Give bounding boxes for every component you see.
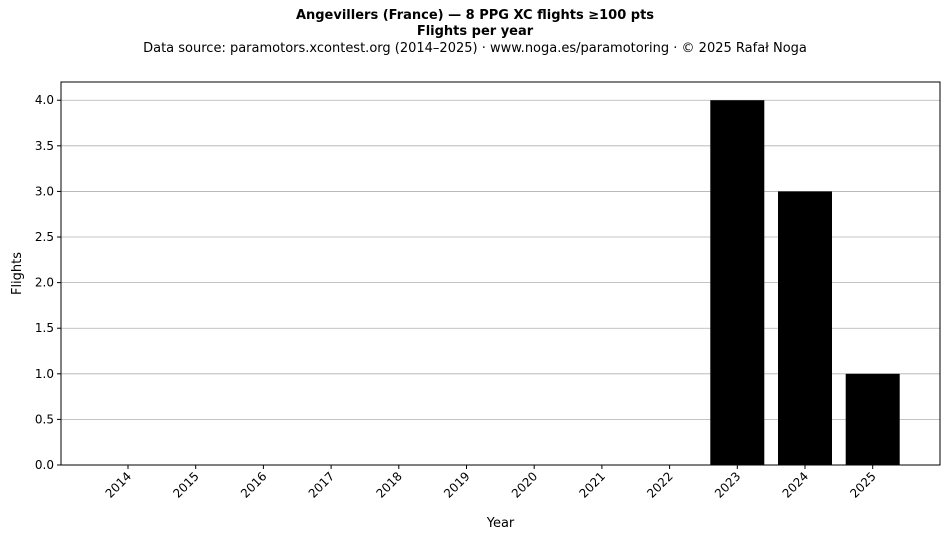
x-axis-label: Year	[486, 516, 515, 531]
bar-2025	[845, 373, 900, 465]
y-axis-label: Flights	[10, 252, 25, 295]
x-tick-label: 2017	[306, 469, 337, 500]
y-tick-label: 2.0	[35, 276, 54, 290]
bar-layer	[710, 100, 900, 465]
y-tick-label: 0.5	[35, 412, 54, 426]
x-tick-label: 2014	[103, 469, 134, 500]
y-tick-label: 1.5	[35, 321, 54, 335]
chart-title: Angevillers (France) — 8 PPG XC flights …	[295, 8, 655, 23]
y-tick-label: 2.5	[35, 230, 54, 244]
x-tick-label: 2018	[373, 469, 404, 500]
x-tick-label: 2025	[847, 469, 878, 500]
x-tick-label: 2015	[170, 469, 201, 500]
y-axis-ticks: 0.0 0.5 1.0 1.5 2.0 2.5 3.0 3.5 4.0	[35, 93, 61, 472]
x-tick-label: 2016	[238, 469, 269, 500]
bar-2024	[778, 191, 832, 465]
chart-source-note: Data source: paramotors.xcontest.org (20…	[143, 41, 807, 56]
chart-title-block: Angevillers (France) — 8 PPG XC flights …	[0, 8, 950, 58]
y-tick-label: 3.0	[35, 184, 54, 198]
x-tick-label: 2024	[780, 469, 811, 500]
x-tick-label: 2023	[712, 469, 743, 500]
x-tick-label: 2021	[577, 469, 608, 500]
bar-2023	[710, 100, 765, 465]
x-tick-label: 2020	[509, 469, 540, 500]
y-tick-label: 0.0	[35, 458, 54, 472]
x-tick-label: 2019	[441, 469, 472, 500]
y-tick-label: 1.0	[35, 367, 54, 381]
x-axis-ticks: 2014 2015 2016 2017 2018 2019 2020 2021 2022 2023…	[103, 465, 879, 501]
y-tick-label: 3.5	[35, 139, 54, 153]
x-tick-label: 2022	[644, 469, 675, 500]
chart-subtitle: Flights per year	[416, 24, 534, 39]
y-tick-label: 4.0	[35, 93, 54, 107]
plot-frame	[60, 81, 941, 466]
